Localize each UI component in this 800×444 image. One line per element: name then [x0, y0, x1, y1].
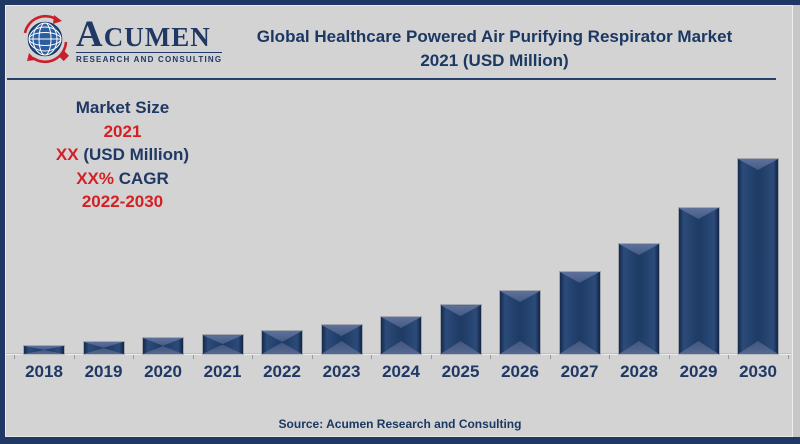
frame-edge-bottom	[0, 437, 800, 444]
bar-bottom-bevel	[559, 341, 600, 354]
chart-title-line2: 2021 (USD Million)	[420, 51, 569, 70]
bar-top-bevel	[500, 291, 540, 303]
bar-bottom-bevel	[24, 350, 64, 354]
bar-top-bevel	[440, 305, 481, 317]
bar-2025	[440, 305, 481, 354]
info-segment: Market Size	[75, 98, 170, 117]
bar-bottom-bevel	[738, 341, 778, 354]
axis-tick	[430, 355, 432, 359]
bar-2028	[619, 244, 659, 354]
frame-edge-top	[0, 0, 800, 5]
bar-2020	[143, 338, 183, 354]
info-segment: CAGR	[114, 168, 169, 188]
info-segment: (USD Million)	[78, 145, 190, 164]
axis-tick	[549, 355, 551, 359]
bar-top-bevel	[83, 341, 124, 348]
bar-2026	[500, 291, 540, 354]
x-axis-label-2027: 2027	[560, 362, 599, 381]
chart-title: Global Healthcare Powered Air Purifying …	[205, 25, 784, 73]
frame-edge-left	[0, 0, 5, 444]
logo-text: ACUMEN RESEARCH AND CONSULTING	[76, 13, 223, 64]
market-size-panel: Market Size 2021 XX (USD Million) XX% CAGR 2…	[25, 96, 220, 214]
bar-bottom-bevel	[143, 346, 183, 354]
bar-bottom-bevel	[262, 342, 302, 354]
axis-tick	[609, 355, 611, 359]
axis-tick	[133, 355, 135, 359]
bar-bottom-bevel	[321, 341, 362, 354]
info-segment: 2021	[103, 121, 142, 141]
info-line-0: Market Size	[25, 96, 220, 120]
x-axis-label-2022: 2022	[263, 362, 301, 381]
bar-2019	[83, 341, 124, 354]
x-axis-label-2019: 2019	[84, 362, 123, 381]
bar-top-bevel	[24, 346, 64, 350]
bar-bottom-bevel	[500, 341, 540, 354]
x-axis-label-2023: 2023	[322, 362, 361, 381]
header-divider	[7, 78, 776, 80]
chart-title-line1: Global Healthcare Powered Air Purifying …	[256, 27, 733, 46]
bar-top-bevel	[381, 316, 421, 328]
globe-icon	[20, 13, 72, 70]
plot-area: 2018 2019 2020 2021 2022 2023 2024 2025 2026 2027…	[0, 85, 800, 381]
bar-2021	[202, 335, 243, 354]
axis-tick	[73, 355, 75, 359]
bar-bottom-bevel	[678, 341, 719, 354]
axis-tick	[14, 355, 16, 359]
bar-bottom-bevel	[381, 341, 421, 354]
info-line-1: 2021	[25, 120, 220, 144]
x-axis-label-2018: 2018	[25, 362, 63, 381]
x-axis-label-2030: 2030	[739, 362, 777, 381]
bar-2024	[381, 316, 421, 354]
info-line-2: XX (USD Million)	[25, 143, 220, 167]
bar-2018	[24, 346, 64, 354]
bar-bottom-bevel	[440, 341, 481, 354]
logo-name: ACUMEN	[76, 13, 211, 55]
axis-tick	[192, 355, 194, 359]
bar-2023	[321, 324, 362, 354]
logo-subtitle: RESEARCH AND CONSULTING	[76, 51, 223, 64]
axis-tick	[252, 355, 254, 359]
bar-2022	[262, 331, 302, 354]
bar-top-bevel	[619, 244, 659, 256]
bar-top-bevel	[678, 207, 719, 219]
acumen-logo: ACUMEN RESEARCH AND CONSULTING	[20, 13, 223, 70]
frame-edge-right	[792, 5, 800, 437]
x-axis-label-2021: 2021	[203, 362, 242, 381]
bar-bottom-bevel	[202, 344, 243, 354]
bar-top-bevel	[738, 159, 778, 170]
bar-top-bevel	[321, 324, 362, 336]
axis-tick	[371, 355, 373, 359]
frame-highlight-left	[5, 5, 6, 436]
bar-top-bevel	[262, 331, 302, 342]
bar-top-bevel	[202, 335, 243, 345]
frame-highlight-bottom	[5, 436, 792, 437]
axis-tick	[668, 355, 670, 359]
bar-bottom-bevel	[619, 341, 659, 354]
x-axis-label-2020: 2020	[144, 362, 182, 381]
bar-2029	[678, 207, 719, 354]
x-axis-label-2025: 2025	[441, 362, 480, 381]
axis-tick	[728, 355, 730, 359]
x-axis-label-2028: 2028	[620, 362, 658, 381]
x-axis-label-2026: 2026	[501, 362, 539, 381]
bar-2027	[559, 271, 600, 354]
x-axis-label-2024: 2024	[382, 362, 420, 381]
axis-tick	[311, 355, 313, 359]
info-line-3: XX% CAGR	[25, 167, 220, 191]
axis-tick	[787, 355, 789, 359]
axis-tick	[490, 355, 492, 359]
bar-top-bevel	[143, 338, 183, 346]
info-segment: XX	[55, 145, 79, 164]
x-axis-label-2029: 2029	[679, 362, 718, 381]
bar-2030	[738, 159, 778, 354]
info-segment: XX%	[76, 168, 114, 188]
bar-top-bevel	[559, 271, 600, 283]
frame-highlight-top	[5, 5, 792, 6]
info-line-4: 2022-2030	[25, 190, 220, 214]
info-segment: 2022-2030	[81, 192, 164, 211]
bar-bottom-bevel	[83, 347, 124, 354]
source-note: Source: Acumen Research and Consulting	[278, 417, 522, 431]
